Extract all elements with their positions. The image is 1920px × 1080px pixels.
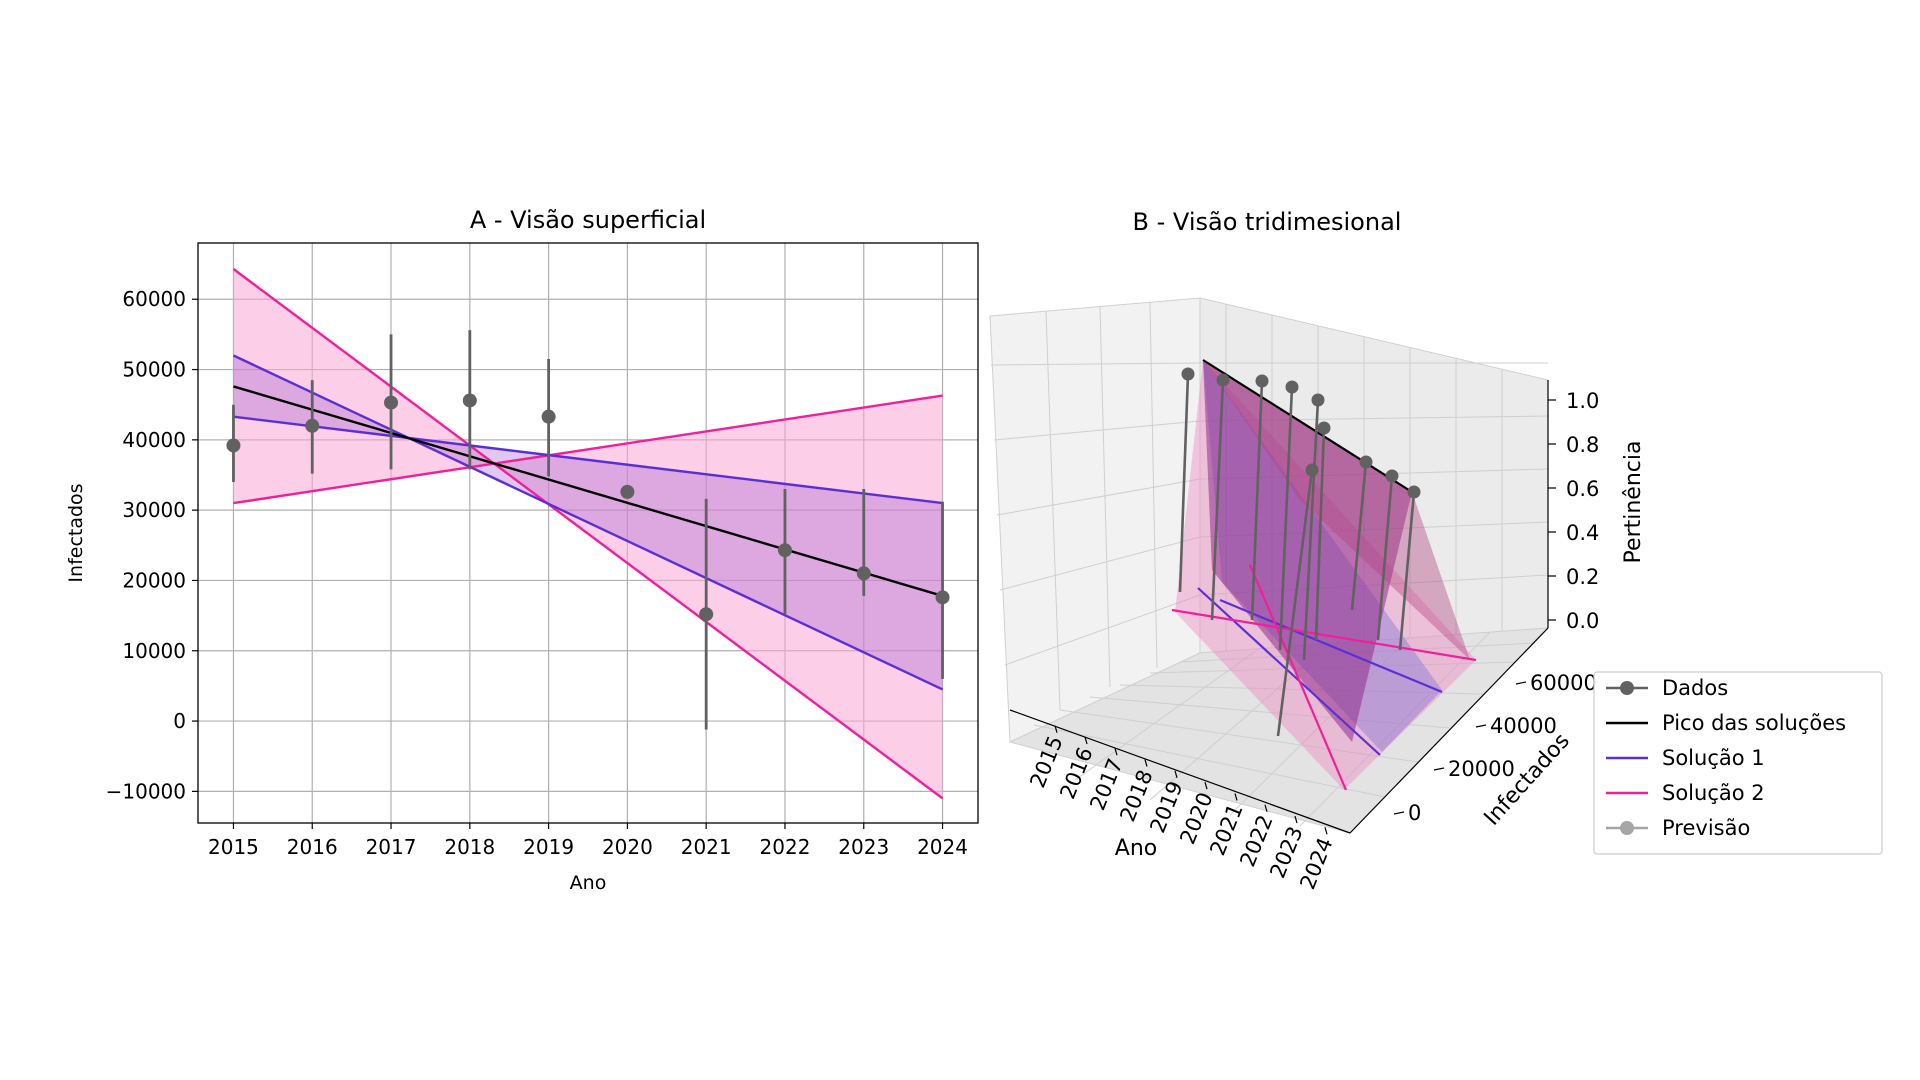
solution2-lower-line <box>233 394 943 505</box>
x3d-tick-mark <box>1054 725 1058 733</box>
x3d-tick-mark <box>1084 736 1088 745</box>
panel-a-frame <box>197 242 979 824</box>
panel-b-peak-surface <box>1203 360 1412 742</box>
panel-a-x-ticks: 2015 2016 2017 2018 2019 2020 2021 2022 2023 2024 <box>208 823 968 859</box>
panel-a-title: A - Visão superficial <box>470 206 706 234</box>
x-tick-label: 2017 <box>366 835 417 859</box>
data-point <box>305 418 320 433</box>
y3d-tick-label: 40000 <box>1490 714 1557 738</box>
y3d-tick-label: 20000 <box>1448 757 1515 781</box>
panel-b-solution1-line-a <box>1197 587 1381 756</box>
x-tick-label: 2018 <box>444 835 495 859</box>
panel-b-y-axis <box>1349 627 1549 834</box>
y-tick-label: 0 <box>173 709 186 733</box>
solution1-upper-line <box>232 354 944 691</box>
legend-label: Solução 1 <box>1662 746 1765 770</box>
x-tick-label: 2021 <box>681 835 732 859</box>
panel-b-peak-line <box>1202 359 1413 493</box>
y-tick-label: 30000 <box>122 498 186 522</box>
y-tick-label: 20000 <box>122 568 186 592</box>
panel-b-y-ticks: 0 20000 40000 60000 <box>1393 671 1597 825</box>
panel-b-legend: Dados Pico das soluções Solução 1 Solução 2… <box>1593 671 1883 855</box>
panel-a-y-label: Infectados <box>65 483 87 582</box>
panel-b-z-label: Pertinência <box>1621 441 1646 564</box>
y3d-tick-label: 0 <box>1408 801 1421 825</box>
panel-b-x-axis <box>1009 709 1351 834</box>
y-tick-label: 40000 <box>122 428 186 452</box>
y3d-tick-mark <box>1433 767 1445 771</box>
legend-entry: Solução 2 <box>1606 781 1765 805</box>
x3d-tick-mark <box>1204 781 1208 790</box>
legend-entry: Previsão <box>1606 816 1750 840</box>
z3d-tick-label: 0.6 <box>1566 477 1599 501</box>
data-point <box>935 590 950 605</box>
peak-line <box>233 385 943 598</box>
y-tick-label: 60000 <box>122 287 186 311</box>
x-tick-label: 2024 <box>917 835 968 859</box>
y3d-tick-mark <box>1393 811 1405 815</box>
z3d-tick-label: 0.8 <box>1566 433 1599 457</box>
panel-b-solution2-line-a <box>1171 608 1477 662</box>
x3d-tick-mark <box>1324 827 1328 835</box>
legend-label: Solução 2 <box>1662 781 1765 805</box>
z3d-tick-label: 0.0 <box>1566 609 1599 633</box>
data-point <box>699 607 714 622</box>
x-tick-label: 2020 <box>602 835 653 859</box>
x-tick-label: 2023 <box>838 835 889 859</box>
y-tick-label: −10000 <box>106 779 186 803</box>
x3d-tick-mark <box>1294 815 1298 824</box>
panel-a-lines <box>232 268 944 800</box>
panel-b-solution2-line-b <box>1248 564 1348 791</box>
panel-b-x-label: Ano <box>1115 836 1157 861</box>
solution1-lower-line <box>233 415 943 505</box>
legend-label: Dados <box>1662 676 1728 700</box>
data-point <box>541 409 556 424</box>
panel-a-data-points <box>226 393 950 622</box>
panel-b-peak-surface-right <box>1203 360 1470 660</box>
legend-marker <box>1620 681 1634 695</box>
panel-b-title: B - Visão tridimesional <box>1133 208 1402 236</box>
z3d-tick-label: 0.4 <box>1566 521 1599 545</box>
data-point <box>462 393 477 408</box>
data-point <box>226 438 241 453</box>
y3d-tick-mark <box>1515 681 1527 685</box>
x-tick-label: 2022 <box>760 835 811 859</box>
x3d-tick-mark <box>1114 748 1118 756</box>
data-point <box>620 484 635 499</box>
x3d-tick-mark <box>1264 804 1268 812</box>
legend-entry: Pico das soluções <box>1606 711 1846 735</box>
y3d-tick-mark <box>1475 724 1487 728</box>
data-point <box>856 566 871 581</box>
x-tick-label: 2015 <box>208 835 259 859</box>
data-point <box>384 395 399 410</box>
legend-box <box>1593 671 1883 855</box>
legend-label: Previsão <box>1662 816 1750 840</box>
x3d-tick-mark <box>1234 793 1238 801</box>
panel-a-y-ticks: −10000 0 10000 20000 30000 40000 50000 60000 <box>106 287 198 803</box>
legend-entry: Dados <box>1606 676 1728 700</box>
panel-b-data-points <box>1181 367 1421 499</box>
panel-b-data-stems <box>1178 373 1416 737</box>
panel-b-chart: B - Visão tridimesional <box>989 208 1883 893</box>
x-tick-label: 2016 <box>287 835 338 859</box>
panel-b-solution1-line-b <box>1219 598 1443 694</box>
data-point <box>777 543 792 558</box>
x3d-tick-mark <box>1144 759 1148 767</box>
x-tick-label: 2019 <box>523 835 574 859</box>
panel-a-x-label: Ano <box>570 872 607 894</box>
z3d-tick-label: 1.0 <box>1566 389 1599 413</box>
y3d-tick-label: 60000 <box>1530 671 1597 695</box>
x3d-tick-mark <box>1174 770 1178 779</box>
legend-label: Pico das soluções <box>1662 711 1846 735</box>
y-tick-label: 50000 <box>122 358 186 382</box>
legend-entry: Solução 1 <box>1606 746 1765 770</box>
solution2-upper-line <box>232 268 944 800</box>
panel-b-z-ticks: 0.0 0.2 0.4 0.6 0.8 1.0 <box>1548 389 1599 633</box>
legend-marker <box>1620 821 1634 835</box>
panel-a-chart: A - Visão superficial 2015 2016 2017 2018 20… <box>65 206 979 894</box>
z3d-tick-label: 0.2 <box>1566 565 1599 589</box>
y-tick-label: 10000 <box>122 639 186 663</box>
